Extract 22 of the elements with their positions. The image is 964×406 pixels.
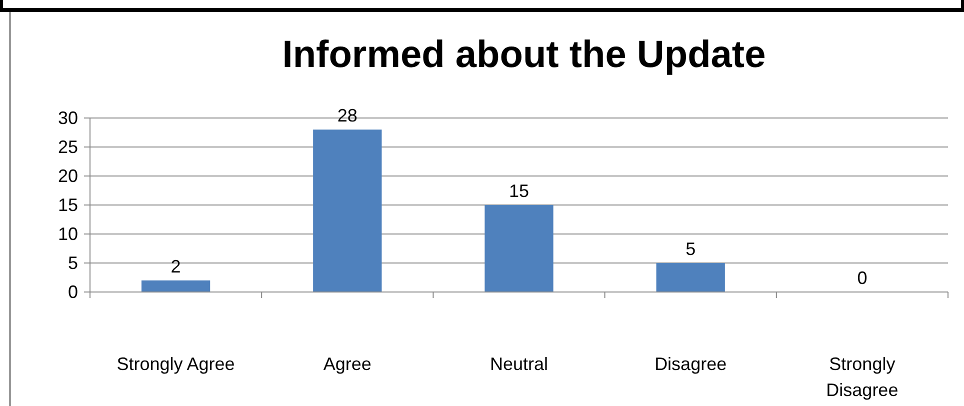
data-label: 2 (170, 256, 181, 276)
x-tick-label: Neutral (490, 354, 548, 374)
data-label: 15 (508, 181, 530, 201)
x-tick-label: Strongly Disagree (826, 354, 898, 400)
y-tick-label: 0 (68, 282, 78, 302)
data-label: 5 (686, 239, 696, 259)
x-tick-label: Disagree (654, 354, 727, 374)
bar (484, 205, 554, 292)
data-label: 28 (337, 106, 358, 126)
bar (141, 280, 210, 292)
y-tick-label: 10 (58, 224, 78, 244)
y-tick-label: 5 (68, 253, 78, 273)
data-label: 0 (857, 268, 868, 288)
y-tick-label: 25 (58, 137, 78, 157)
chart-title: Informed about the Update (282, 34, 766, 76)
y-tick-label: 30 (58, 108, 78, 128)
x-tick-label: Agree (323, 354, 372, 374)
y-tick-label: 20 (58, 166, 78, 186)
bar (656, 263, 725, 292)
bar (313, 130, 382, 292)
y-tick-label: 15 (58, 195, 78, 215)
x-tick-label: Strongly Agree (116, 354, 235, 374)
